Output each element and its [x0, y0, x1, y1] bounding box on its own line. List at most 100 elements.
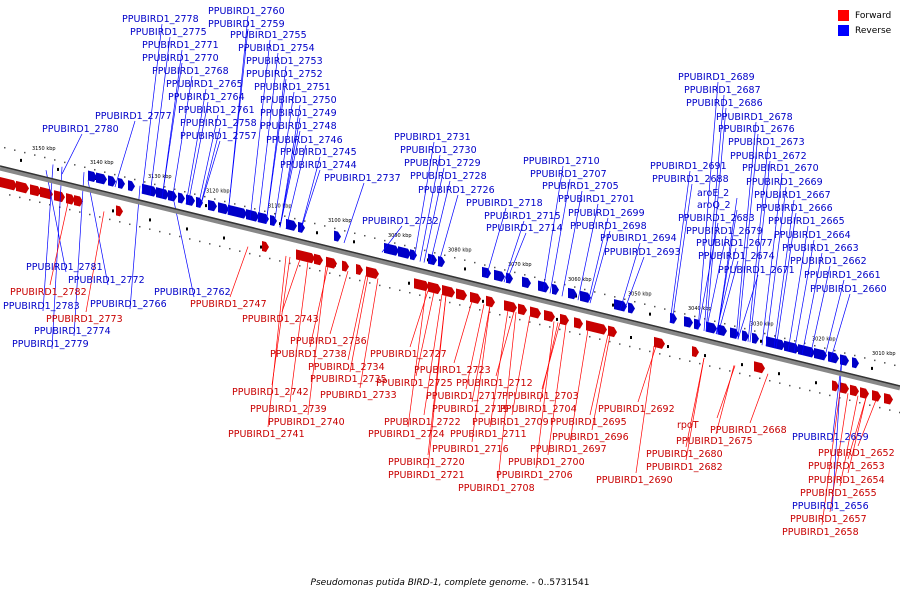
reverse-gene-label[interactable]: PPUBIRD1_2779: [12, 339, 89, 350]
reverse-gene-label[interactable]: PPUBIRD1_2749: [260, 108, 337, 119]
reverse-gene-label[interactable]: PPUBIRD1_2764: [168, 92, 245, 103]
reverse-gene-label[interactable]: PPUBIRD1_2759: [208, 19, 285, 30]
forward-gene-label[interactable]: PPUBIRD1_2680: [646, 449, 723, 460]
forward-gene-label[interactable]: PPUBIRD1_2727: [370, 349, 447, 360]
reverse-gene-label[interactable]: PPUBIRD1_2686: [686, 98, 763, 109]
forward-gene-label[interactable]: PPUBIRD1_2743: [242, 314, 319, 325]
reverse-gene-label[interactable]: PPUBIRD1_2691: [650, 161, 727, 172]
forward-gene-label[interactable]: PPUBIRD1_2675: [676, 436, 753, 447]
forward-gene-label[interactable]: PPUBIRD1_2703: [502, 391, 579, 402]
forward-gene-label[interactable]: PPUBIRD1_2735: [310, 374, 387, 385]
reverse-gene-label[interactable]: PPUBIRD1_2757: [180, 131, 257, 142]
reverse-gene-label[interactable]: PPUBIRD1_2783: [3, 301, 80, 312]
forward-gene-label[interactable]: PPUBIRD1_2695: [550, 417, 627, 428]
reverse-gene-label[interactable]: PPUBIRD1_2737: [324, 173, 401, 184]
reverse-gene-label[interactable]: PPUBIRD1_2694: [600, 233, 677, 244]
reverse-gene-label[interactable]: PPUBIRD1_2771: [142, 40, 219, 51]
reverse-gene-label[interactable]: PPUBIRD1_2760: [208, 6, 285, 17]
reverse-gene-label[interactable]: PPUBIRD1_2659: [792, 432, 869, 443]
forward-gene-label[interactable]: PPUBIRD1_2723: [414, 365, 491, 376]
reverse-gene-label[interactable]: PPUBIRD1_2772: [68, 275, 145, 286]
reverse-gene-label[interactable]: PPUBIRD1_2698: [570, 221, 647, 232]
reverse-gene-label[interactable]: PPUBIRD1_2687: [684, 85, 761, 96]
forward-gene-label[interactable]: PPUBIRD1_2655: [800, 488, 877, 499]
reverse-gene-label[interactable]: PPUBIRD1_2753: [246, 56, 323, 67]
forward-gene-label[interactable]: PPUBIRD1_2653: [808, 461, 885, 472]
reverse-gene-label[interactable]: PPUBIRD1_2745: [280, 147, 357, 158]
reverse-gene-label[interactable]: PPUBIRD1_2672: [730, 151, 807, 162]
reverse-gene-label[interactable]: PPUBIRD1_2765: [166, 79, 243, 90]
reverse-gene-label[interactable]: PPUBIRD1_2710: [523, 156, 600, 167]
forward-gene-label[interactable]: PPUBIRD1_2697: [530, 444, 607, 455]
reverse-gene-label[interactable]: PPUBIRD1_2665: [768, 216, 845, 227]
reverse-gene-label[interactable]: PPUBIRD1_2689: [678, 72, 755, 83]
forward-gene-label[interactable]: PPUBIRD1_2739: [250, 404, 327, 415]
reverse-gene-label[interactable]: PPUBIRD1_2758: [180, 118, 257, 129]
forward-gene-label[interactable]: PPUBIRD1_2773: [46, 314, 123, 325]
reverse-gene-label[interactable]: PPUBIRD1_2726: [418, 185, 495, 196]
reverse-gene-label[interactable]: PPUBIRD1_2667: [754, 190, 831, 201]
reverse-gene-label[interactable]: PPUBIRD1_2705: [542, 181, 619, 192]
forward-gene-label[interactable]: PPUBIRD1_2782: [10, 287, 87, 298]
reverse-gene-label[interactable]: PPUBIRD1_2732: [362, 216, 439, 227]
reverse-gene-label[interactable]: PPUBIRD1_2666: [756, 203, 833, 214]
forward-gene-label[interactable]: PPUBIRD1_2700: [508, 457, 585, 468]
forward-gene-label[interactable]: PPUBIRD1_2733: [320, 390, 397, 401]
reverse-gene-label[interactable]: PPUBIRD1_2754: [238, 43, 315, 54]
reverse-gene-label[interactable]: PPUBIRD1_2768: [152, 66, 229, 77]
forward-gene-label[interactable]: PPUBIRD1_2734: [308, 362, 385, 373]
reverse-gene-label[interactable]: PPUBIRD1_2755: [230, 30, 307, 41]
reverse-gene-label[interactable]: PPUBIRD1_2663: [782, 243, 859, 254]
reverse-gene-label[interactable]: aroE_2: [697, 188, 729, 199]
reverse-gene-label[interactable]: PPUBIRD1_2679: [686, 226, 763, 237]
reverse-gene-label[interactable]: PPUBIRD1_2715: [484, 211, 561, 222]
reverse-gene-label[interactable]: PPUBIRD1_2678: [716, 112, 793, 123]
reverse-gene-label[interactable]: PPUBIRD1_2778: [122, 14, 199, 25]
reverse-gene-label[interactable]: PPUBIRD1_2662: [790, 256, 867, 267]
forward-gene-label[interactable]: PPUBIRD1_2654: [808, 475, 885, 486]
forward-gene-label[interactable]: PPUBIRD1_2690: [596, 475, 673, 486]
forward-gene-label[interactable]: PPUBIRD1_2719: [432, 404, 509, 415]
reverse-gene-label[interactable]: PPUBIRD1_2660: [810, 284, 887, 295]
reverse-gene-label[interactable]: PPUBIRD1_2671: [718, 265, 795, 276]
forward-gene-label[interactable]: PPUBIRD1_2706: [496, 470, 573, 481]
forward-gene-label[interactable]: PPUBIRD1_2696: [552, 432, 629, 443]
reverse-gene-label[interactable]: PPUBIRD1_2707: [530, 169, 607, 180]
reverse-gene-label[interactable]: PPUBIRD1_2676: [718, 124, 795, 135]
reverse-gene-label[interactable]: PPUBIRD1_2664: [774, 230, 851, 241]
reverse-gene-label[interactable]: PPUBIRD1_2718: [466, 198, 543, 209]
reverse-gene-label[interactable]: PPUBIRD1_2746: [266, 135, 343, 146]
reverse-gene-label[interactable]: PPUBIRD1_2731: [394, 132, 471, 143]
forward-gene-label[interactable]: rpoT: [677, 420, 699, 431]
reverse-gene-label[interactable]: PPUBIRD1_2770: [142, 53, 219, 64]
reverse-gene-label[interactable]: PPUBIRD1_2674: [698, 251, 775, 262]
reverse-gene-label[interactable]: PPUBIRD1_2673: [728, 137, 805, 148]
forward-gene-label[interactable]: PPUBIRD1_2740: [268, 417, 345, 428]
reverse-gene-label[interactable]: PPUBIRD1_2780: [42, 124, 119, 135]
forward-gene-label[interactable]: PPUBIRD1_2722: [384, 417, 461, 428]
reverse-gene-label[interactable]: PPUBIRD1_2669: [746, 177, 823, 188]
forward-gene-label[interactable]: PPUBIRD1_2725: [376, 378, 453, 389]
reverse-gene-label[interactable]: PPUBIRD1_2781: [26, 262, 103, 273]
reverse-gene-label[interactable]: PPUBIRD1_2752: [246, 69, 323, 80]
forward-gene-label[interactable]: PPUBIRD1_2658: [782, 527, 859, 538]
reverse-gene-label[interactable]: PPUBIRD1_2688: [652, 174, 729, 185]
forward-gene-label[interactable]: PPUBIRD1_2709: [472, 417, 549, 428]
reverse-gene-label[interactable]: PPUBIRD1_2766: [90, 299, 167, 310]
forward-gene-label[interactable]: PPUBIRD1_2692: [598, 404, 675, 415]
reverse-gene-label[interactable]: aroQ_2: [697, 200, 731, 211]
reverse-gene-label[interactable]: PPUBIRD1_2670: [742, 163, 819, 174]
forward-gene-label[interactable]: PPUBIRD1_2747: [190, 299, 267, 310]
forward-gene-label[interactable]: PPUBIRD1_2716: [432, 444, 509, 455]
reverse-gene-label[interactable]: PPUBIRD1_2677: [696, 238, 773, 249]
reverse-gene-label[interactable]: PPUBIRD1_2777: [95, 111, 172, 122]
forward-gene-label[interactable]: PPUBIRD1_2742: [232, 387, 309, 398]
forward-gene-label[interactable]: PPUBIRD1_2738: [270, 349, 347, 360]
reverse-gene-label[interactable]: PPUBIRD1_2730: [400, 145, 477, 156]
forward-gene-label[interactable]: PPUBIRD1_2736: [290, 336, 367, 347]
reverse-gene-label[interactable]: PPUBIRD1_2728: [410, 171, 487, 182]
reverse-gene-label[interactable]: PPUBIRD1_2750: [260, 95, 337, 106]
reverse-gene-label[interactable]: PPUBIRD1_2714: [486, 223, 563, 234]
reverse-gene-label[interactable]: PPUBIRD1_2661: [804, 270, 881, 281]
reverse-gene-label[interactable]: PPUBIRD1_2729: [404, 158, 481, 169]
